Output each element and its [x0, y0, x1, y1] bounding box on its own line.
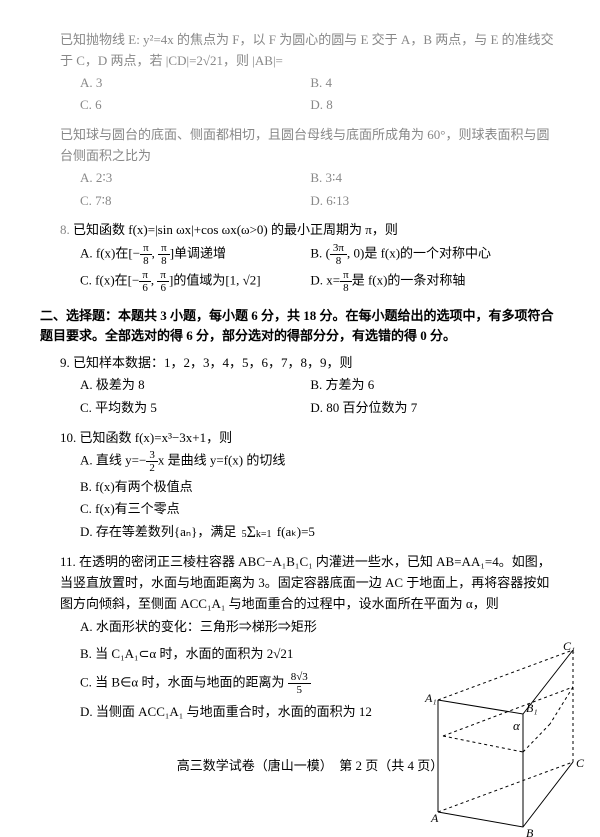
q11-opt-b: B. 当 C₁A₁⊂α 时，水面的面积为 2√21: [60, 641, 400, 668]
q7-stem: 已知球与圆台的底面、侧面都相切，且圆台母线与底面所成角为 60°，则球表面积与圆…: [60, 127, 549, 163]
question-6: 已知抛物线 E: y²=4x 的焦点为 F，以 F 为圆心的圆与 E 交于 A，…: [60, 30, 560, 117]
q6-stem: 已知抛物线 E: y²=4x 的焦点为 F，以 F 为圆心的圆与 E 交于 A，…: [60, 32, 554, 68]
q10-opt-d: D. 存在等差数列{aₙ}，满足 5Σk=1 f(aₖ)=5: [80, 521, 560, 544]
q8-opt-a: A. f(x)在[−π8, π8]单调递增: [80, 241, 310, 268]
q11-opt-d: D. 当侧面 ACC₁A₁ 与地面重合时，水面的面积为 12: [60, 699, 400, 726]
prism-figure: A B C A₁ B₁ C₁ α: [423, 642, 588, 837]
svg-text:A: A: [430, 811, 439, 825]
q10-stem: 已知函数 f(x)=x³−3x+1，则: [80, 430, 233, 445]
q10-opt-b: B. f(x)有两个极值点: [80, 476, 560, 499]
question-11: 11. 在透明的密闭正三棱柱容器 ABC−A₁B₁C₁ 内灌进一些水，已知 AB…: [60, 552, 560, 726]
q7-opt-b: B. 3∶4: [310, 167, 540, 190]
q6-opt-a: A. 3: [80, 72, 310, 95]
question-8: 8. 已知函数 f(x)=|sin ωx|+cos ωx(ω>0) 的最小正周期…: [60, 220, 560, 295]
q8-stem: 已知函数 f(x)=|sin ωx|+cos ωx(ω>0) 的最小正周期为 π…: [73, 222, 398, 237]
q7-opt-d: D. 6∶13: [310, 190, 540, 213]
q8-opt-c: C. f(x)在[−π6, π6]的值域为[1, √2]: [80, 268, 310, 295]
q6-opt-c: C. 6: [80, 94, 310, 117]
section-2-heading: 二、选择题：本题共 3 小题，每小题 6 分，共 18 分。在每小题给出的选项中…: [40, 306, 560, 348]
svg-text:C₁: C₁: [563, 642, 575, 653]
q9-opt-b: B. 方差为 6: [310, 374, 540, 397]
question-9: 9. 已知样本数据：1，2，3，4，5，6，7，8，9，则 A. 极差为 8 B…: [60, 353, 560, 419]
q10-opt-c: C. f(x)有三个零点: [80, 498, 560, 521]
q7-opt-a: A. 2∶3: [80, 167, 310, 190]
q9-stem: 已知样本数据：1，2，3，4，5，6，7，8，9，则: [73, 355, 353, 370]
q8-opt-b: B. (3π8, 0)是 f(x)的一个对称中心: [310, 241, 540, 268]
q11-stem: 在透明的密闭正三棱柱容器 ABC−A₁B₁C₁ 内灌进一些水，已知 AB=AA₁…: [60, 554, 551, 611]
svg-text:A₁: A₁: [424, 691, 437, 705]
q6-opt-b: B. 4: [310, 72, 540, 95]
q10-opt-a: A. 直线 y=−32x 是曲线 y=f(x) 的切线: [80, 448, 560, 475]
q7-opt-c: C. 7∶8: [80, 190, 310, 213]
q9-opt-d: D. 80 百分位数为 7: [310, 397, 540, 420]
q9-opt-a: A. 极差为 8: [80, 374, 310, 397]
q11-opt-c: C. 当 B∈α 时，水面与地面的距离为 8√35: [60, 668, 400, 699]
q11-opt-a: A. 水面形状的变化：三角形⇒梯形⇒矩形: [60, 614, 400, 641]
q6-opt-d: D. 8: [310, 94, 540, 117]
svg-text:B₁: B₁: [526, 701, 538, 715]
q8-opt-d: D. x=π8是 f(x)的一条对称轴: [310, 268, 540, 295]
svg-text:B: B: [526, 826, 534, 837]
q9-opt-c: C. 平均数为 5: [80, 397, 310, 420]
svg-text:α: α: [513, 718, 521, 733]
svg-text:C: C: [576, 756, 585, 770]
question-10: 10. 已知函数 f(x)=x³−3x+1，则 A. 直线 y=−32x 是曲线…: [60, 428, 560, 544]
question-7: 已知球与圆台的底面、侧面都相切，且圆台母线与底面所成角为 60°，则球表面积与圆…: [60, 125, 560, 212]
